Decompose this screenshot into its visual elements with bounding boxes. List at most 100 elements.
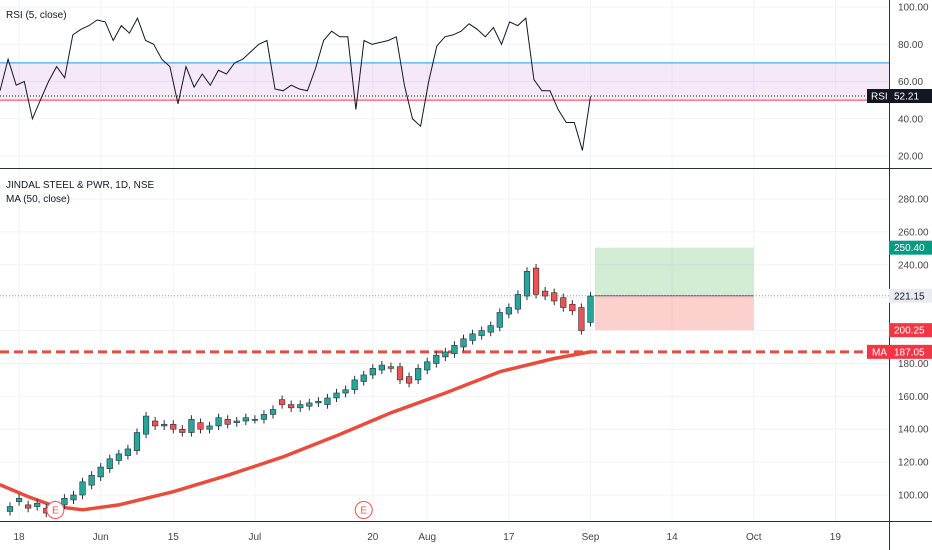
candle [442, 347, 449, 361]
candle [106, 454, 113, 473]
candle-body [288, 404, 295, 409]
price-tick-label: 180.00 [898, 359, 929, 370]
candle [215, 413, 222, 431]
rsi-band [0, 62, 889, 101]
target-zone [595, 247, 754, 296]
price-chart-title: JINDAL STEEL & PWR, 1D, NSE [6, 180, 155, 191]
rsi-name-tag-bg [867, 89, 889, 104]
candle-body [161, 423, 168, 427]
candle-body [233, 420, 240, 423]
candle [88, 471, 95, 490]
candle [523, 267, 531, 301]
grid [0, 0, 889, 521]
candle-body [278, 399, 286, 405]
candle [61, 494, 68, 509]
rsi-value-tag-text: 52.21 [894, 92, 919, 103]
ma-value-tag-text: 187.05 [894, 347, 925, 358]
candle-body [387, 366, 395, 369]
candle [396, 362, 404, 384]
candle [415, 364, 422, 384]
candle [387, 362, 395, 373]
rsi-name-tag-text: RSI [871, 92, 888, 103]
candle [97, 462, 104, 482]
current-price-tag-text: 221.15 [894, 291, 925, 302]
candle [578, 303, 585, 335]
candle [188, 415, 195, 437]
candle-body [505, 307, 512, 315]
candle-body [306, 402, 313, 407]
candle [324, 393, 331, 409]
candle-body [188, 419, 195, 433]
price-tick-label: 260.00 [898, 227, 929, 238]
candle [478, 326, 485, 340]
candle-body [269, 409, 277, 415]
candle-body [61, 497, 68, 506]
candle [179, 425, 186, 437]
candle-body [70, 494, 77, 501]
candle-body [360, 374, 367, 382]
candle [496, 308, 503, 332]
candle [542, 286, 549, 301]
candle-body [405, 376, 413, 384]
candle-body [197, 422, 204, 430]
candle [505, 303, 512, 319]
candle-body [542, 290, 549, 297]
candle [242, 413, 249, 426]
x-tick-label: Aug [418, 532, 436, 543]
candle [306, 398, 313, 411]
ma-value-tag-bg [889, 344, 932, 359]
ma-value-tag: 187.05 [889, 344, 932, 359]
candle-body [260, 414, 268, 420]
candle-body [415, 368, 422, 381]
candle-body [97, 466, 104, 478]
ma-name-tag: MA [867, 344, 889, 359]
candle [224, 415, 231, 429]
candle-body [215, 417, 222, 427]
stop-price-tag-bg [889, 323, 932, 338]
candle [6, 502, 14, 516]
rsi-tick-label: 80.00 [898, 40, 923, 51]
candle [115, 449, 122, 465]
candle [560, 293, 567, 312]
earnings-marker-label: E [52, 506, 59, 517]
x-tick-label: Oct [746, 532, 762, 543]
rsi-value-tag-bg [889, 89, 932, 104]
candle [378, 360, 385, 375]
candle [260, 410, 268, 424]
x-tick-label: Sep [582, 532, 600, 543]
candle [297, 400, 304, 412]
candle [288, 400, 295, 412]
candle-body [396, 366, 404, 381]
candle [487, 321, 494, 337]
candle [124, 444, 132, 460]
x-tick-label: 18 [14, 532, 26, 543]
ma-indicator-label: MA (50, close) [6, 194, 70, 205]
ma-name-tag-bg [867, 344, 889, 359]
candle [251, 415, 258, 424]
candle-body [342, 389, 349, 394]
candle-body [88, 474, 95, 486]
candle [532, 263, 540, 299]
candle [469, 329, 476, 345]
earnings-marker-circle [46, 501, 65, 519]
target-price-tag: 250.40 [889, 240, 932, 255]
candle-body [142, 415, 150, 435]
candle-body [478, 330, 485, 336]
candle-body [460, 338, 467, 348]
price-tick-label: 240.00 [898, 260, 929, 271]
candle [161, 420, 168, 431]
candle-body [378, 364, 385, 371]
candle-body [578, 307, 585, 331]
candle-body [442, 351, 449, 358]
candle [170, 420, 177, 434]
candle-body [115, 453, 122, 461]
candle-body [569, 303, 576, 312]
candle [360, 370, 367, 386]
price-tick-label: 160.00 [898, 392, 929, 403]
candle-body [315, 400, 322, 404]
price-tick-label: 100.00 [898, 491, 929, 502]
